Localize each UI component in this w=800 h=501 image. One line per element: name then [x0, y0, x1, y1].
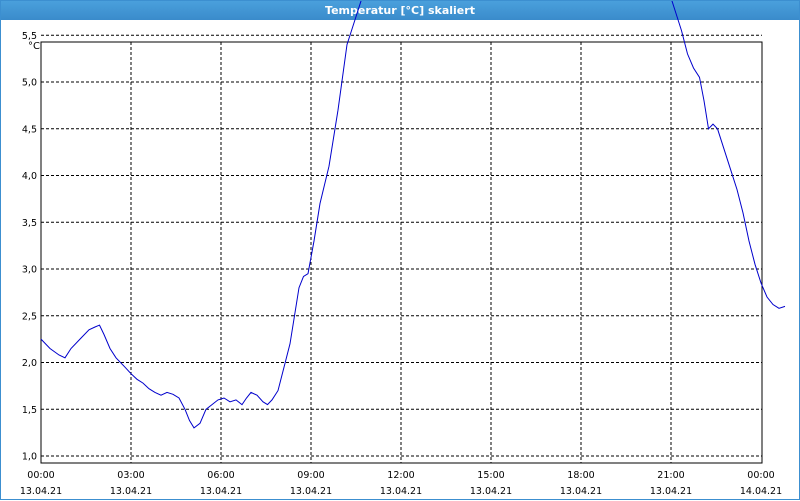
- y-tick-label: 4,0: [22, 171, 37, 182]
- y-tick-label: 3,5: [22, 218, 37, 229]
- x-tick-time-label: 15:00: [477, 470, 504, 481]
- x-axis-ticks: 00:00 13.04.21 03:00 13.04.21 06:00 13.04.21 0…: [20, 470, 782, 497]
- x-tick-date-label: 14.04.21: [740, 486, 782, 497]
- x-tick-time-label: 03:00: [117, 470, 144, 481]
- temperature-series-line: [40, 1, 786, 429]
- y-tick-label: 2,0: [22, 358, 37, 369]
- x-tick-time-label: 12:00: [387, 470, 414, 481]
- x-tick-date-label: 13.04.21: [380, 486, 422, 497]
- x-tick-date-label: 13.04.21: [650, 486, 692, 497]
- y-tick-label: 3,0: [22, 265, 37, 276]
- x-tick-date-label: 13.04.21: [470, 486, 512, 497]
- y-axis-ticks: 1,01,52,02,53,03,54,04,55,05,56,06,57,07…: [22, 31, 37, 463]
- x-tick-time-label: 21:00: [657, 470, 684, 481]
- y-tick-label: 4,5: [22, 124, 37, 135]
- x-tick-date-label: 13.04.21: [560, 486, 602, 497]
- x-tick-date-label: 13.04.21: [110, 486, 152, 497]
- x-tick-time-label: 00:00: [27, 470, 54, 481]
- window-title: Temperatur [°C] skaliert: [1, 1, 799, 20]
- y-tick-label: 5,5: [22, 31, 37, 42]
- x-tick-date-label: 13.04.21: [20, 486, 62, 497]
- plot-frame: [40, 41, 763, 464]
- y-tick-label: 2,5: [22, 311, 37, 322]
- x-tick-time-label: 18:00: [567, 470, 594, 481]
- x-tick-time-label: 06:00: [207, 470, 234, 481]
- x-tick-date-label: 13.04.21: [200, 486, 242, 497]
- x-tick-date-label: 13.04.21: [290, 486, 332, 497]
- y-axis-unit-label: °C: [28, 41, 40, 52]
- grid: [41, 34, 762, 463]
- y-tick-label: 5,0: [22, 78, 37, 89]
- y-tick-label: 1,5: [22, 405, 37, 416]
- x-tick-time-label: 00:00: [747, 470, 774, 481]
- x-tick-time-label: 09:00: [297, 470, 324, 481]
- y-tick-label: 1,0: [22, 452, 37, 463]
